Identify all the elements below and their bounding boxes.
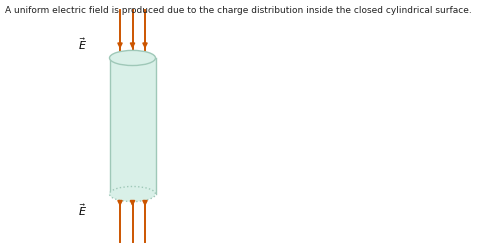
Text: A uniform electric field is produced due to the charge distribution inside the c: A uniform electric field is produced due… bbox=[5, 6, 472, 15]
Text: $\vec{E}$: $\vec{E}$ bbox=[78, 36, 86, 52]
Ellipse shape bbox=[110, 50, 156, 66]
Bar bbox=[110, 58, 156, 194]
Text: $\vec{E}$: $\vec{E}$ bbox=[78, 203, 86, 218]
Ellipse shape bbox=[110, 186, 156, 202]
